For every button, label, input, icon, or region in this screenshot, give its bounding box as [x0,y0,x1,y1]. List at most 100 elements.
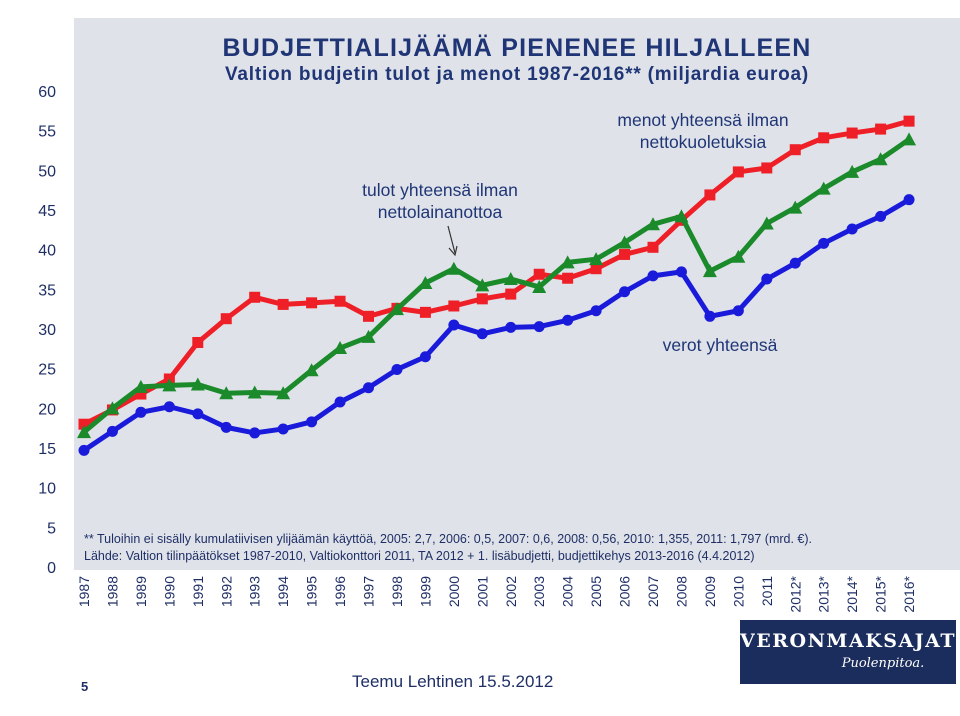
verot-point [533,321,545,333]
verot-point [419,351,431,363]
menot-point [192,336,204,348]
y-tick-label: 25 [38,362,56,379]
tulot-point [560,255,575,269]
verot-annotation: verot yhteensä [662,335,778,355]
tulot-annotation: tulot yhteensä ilman nettolainanottoa [320,179,560,223]
menot-point [704,189,716,201]
x-tick-label: 2015* [873,575,889,612]
menot-point [334,295,346,307]
verot-point [220,421,232,433]
x-tick-label: 1991 [190,576,206,607]
verot-point [704,310,716,322]
tulot-point [105,401,120,415]
tulot-point [190,377,205,391]
menot-point [419,306,431,318]
tulot-series-line [81,136,912,435]
x-tick-label: 1995 [304,576,320,607]
y-tick-label: 0 [47,560,56,577]
verot-point [875,210,887,222]
verot-point [647,270,659,282]
x-tick-label: 2013* [816,575,832,612]
y-tick-label: 20 [38,401,56,418]
menot-point [903,115,915,127]
tulot-point [731,249,746,263]
menot-point [789,144,801,156]
veronmaksajat-logo: VERONMAKSAJAT Puolenpitoa. [740,620,956,684]
x-tick-label: 2014* [844,575,860,612]
x-tick-label: 1989 [133,576,149,607]
tulot-point [219,386,234,400]
x-tick-label: 2005 [588,576,604,607]
tulot-annotation-line1: tulot yhteensä ilman [362,180,518,200]
x-tick-label: 1990 [161,576,177,607]
chart-subtitle: Valtion budjetin tulot ja menot 1987-201… [224,64,810,85]
verot-point [363,382,374,394]
verot-point [391,363,403,375]
tulot-point [133,379,148,393]
menot-point [590,263,602,275]
y-tick-label: 60 [38,84,56,101]
x-tick-label: 1994 [275,576,291,607]
menot-point [533,268,545,280]
logo-tagline: Puolenpitoa. [841,656,925,671]
menot-point [249,291,261,303]
menot-annotation-line1: menot yhteensä ilman [617,110,789,130]
verot-point [590,305,602,317]
chart-title: BUDJETTIALIJÄÄMÄ PIENENEE HILJALLEEN [222,34,812,62]
x-tick-label: 2010 [730,576,746,607]
x-tick-label: 2009 [702,576,718,607]
x-tick-label: 2001 [474,576,490,607]
tulot-point [759,216,774,230]
verot-point [761,273,773,285]
tulot-point [162,378,177,392]
verot-point [306,416,318,428]
y-tick-label: 15 [38,441,56,458]
x-tick-label: 1987 [76,576,92,607]
tulot-point [589,252,604,266]
tulot-point [873,152,888,166]
menot-point [220,313,232,325]
verot-point [249,427,261,439]
tulot-point [816,181,831,195]
tulot-point [475,278,490,292]
tulot-point [418,275,433,289]
tulot-point [361,329,376,343]
tulot-point [702,264,717,278]
verot-series-line [81,197,912,453]
menot-point [363,310,374,322]
verot-point [448,319,460,331]
verot-point [277,423,289,435]
menot-point [647,241,659,253]
x-tick-label: 2004 [560,576,576,607]
tulot-point [304,363,319,377]
tulot-point [674,209,689,223]
menot-point [78,418,90,430]
menot-point [761,162,773,174]
menot-point [875,123,887,135]
verot-point [135,406,147,418]
x-tick-label: 1993 [247,576,263,607]
logo-main-text: VERONMAKSAJAT [740,630,957,652]
y-tick-label: 55 [38,124,56,141]
menot-point [306,297,318,309]
y-tick-label: 35 [38,282,56,299]
page-number: 5 [81,679,89,694]
verot-point [562,314,574,326]
menot-point [846,127,858,139]
menot-annotation-line2: nettokuoletuksia [639,132,767,152]
x-tick-label: 1992 [218,576,234,607]
verot-point [818,237,830,249]
menot-point [135,388,147,400]
x-tick-label: 2006 [617,576,633,607]
x-tick-label: 1996 [332,576,348,607]
x-tick-label: 2002 [503,576,519,607]
menot-point [448,300,460,312]
x-tick-label: 1999 [417,576,433,607]
y-tick-label: 5 [47,520,56,537]
verot-point [106,425,118,437]
tulot-point [532,279,547,293]
verot-point [192,408,204,420]
y-tick-label: 10 [38,481,56,498]
